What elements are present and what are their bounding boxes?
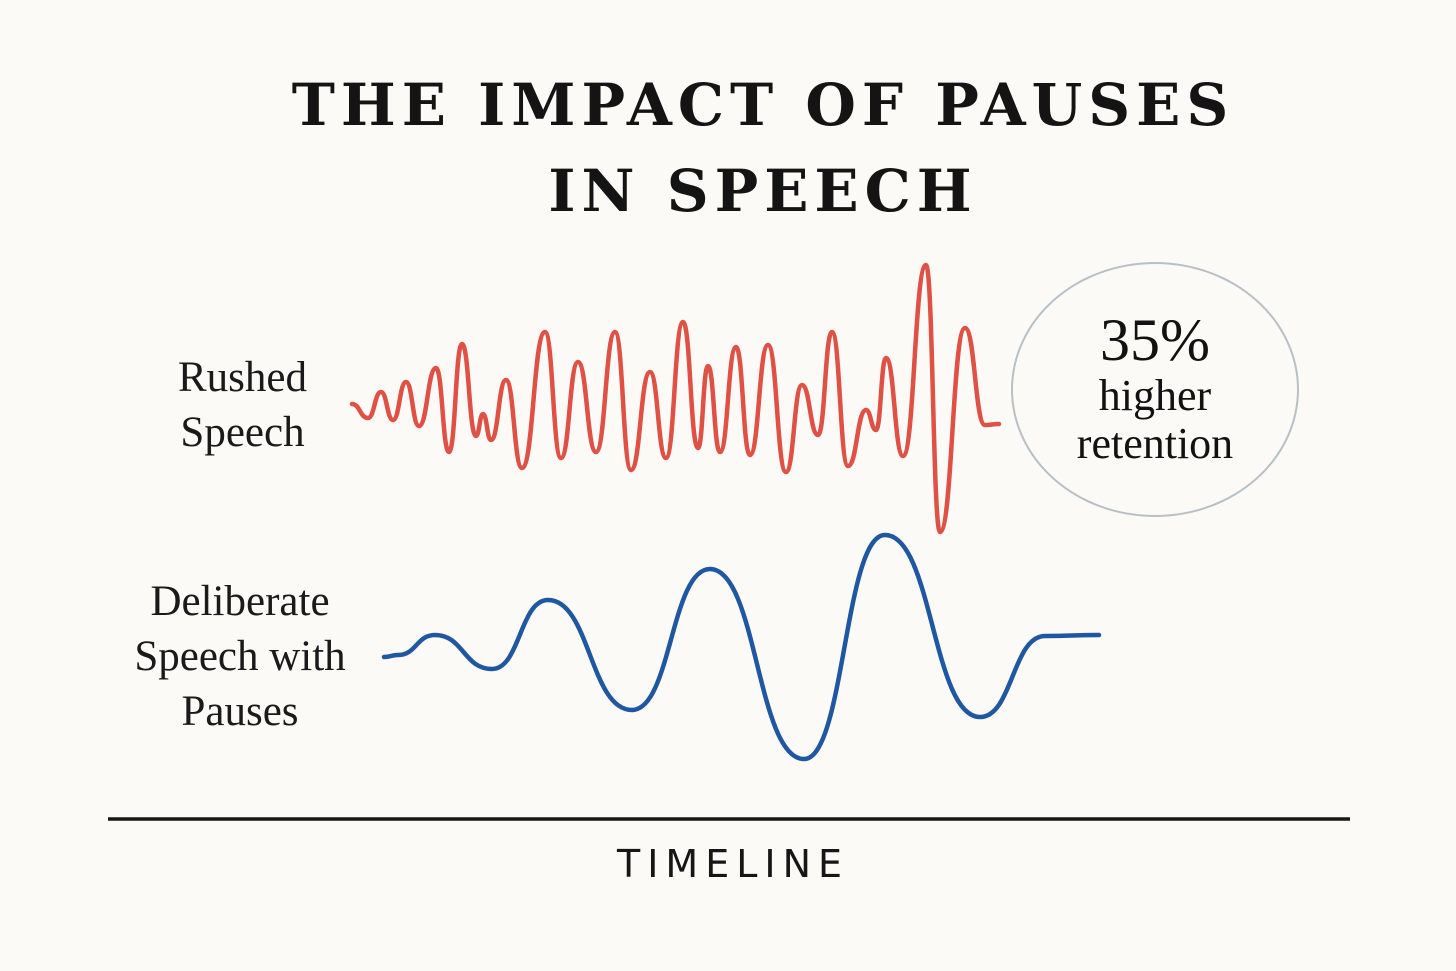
deliberate-speech-waveform	[381, 532, 1102, 762]
rushed-label-line-1: Rushed	[178, 354, 307, 401]
retention-text-line-1: higher	[1098, 371, 1212, 420]
retention-value: 35%	[1100, 307, 1210, 373]
retention-badge: 35% higher retention	[1011, 262, 1299, 517]
retention-text-line-2: retention	[1076, 419, 1234, 468]
deliberate-speech-label: Deliberate Speech with Pauses	[110, 574, 370, 739]
timeline-label: TIMELINE	[616, 842, 850, 886]
deliberate-label-line-1: Deliberate	[150, 578, 330, 625]
rushed-speech-waveform	[349, 262, 1002, 535]
diagram-title: THE IMPACT OF PAUSES IN SPEECH	[0, 62, 1456, 234]
rushed-label-line-2: Speech	[180, 409, 305, 456]
deliberate-label-line-2: Speech with	[134, 633, 346, 680]
rushed-speech-label: Rushed Speech	[150, 350, 335, 460]
title-line-2: IN SPEECH	[548, 157, 978, 225]
title-line-1: THE IMPACT OF PAUSES	[291, 71, 1235, 139]
deliberate-label-line-3: Pauses	[181, 688, 299, 735]
